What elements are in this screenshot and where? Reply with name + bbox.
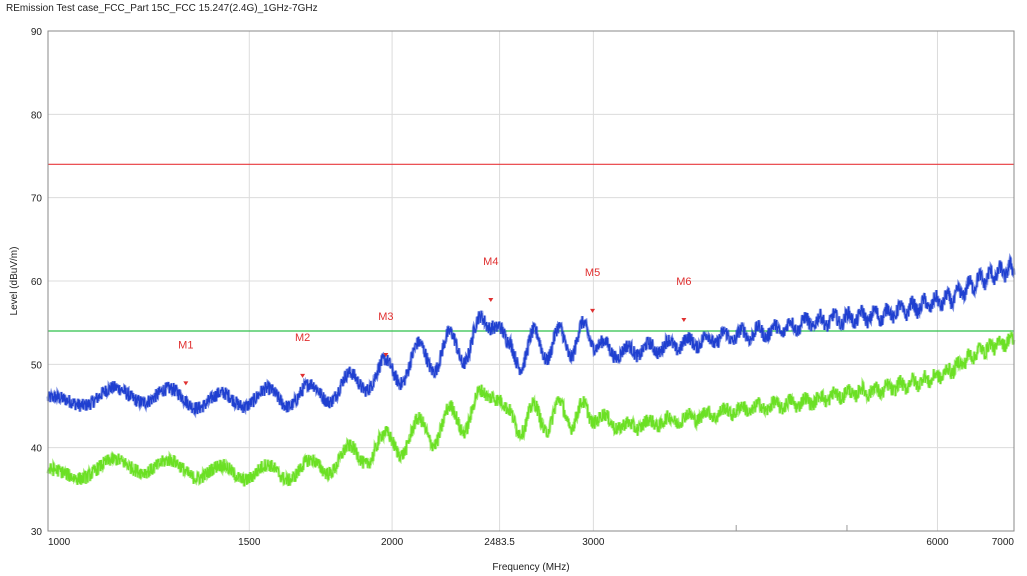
y-tick-label: 50 xyxy=(31,360,43,371)
y-tick-label: 60 xyxy=(31,277,43,288)
x-tick-label: 1000 xyxy=(48,537,71,548)
marker-layer: M1 M2 M3 M4 M5 M6 xyxy=(178,256,692,386)
marker-label: M2 xyxy=(295,332,310,344)
marker-label: M5 xyxy=(585,267,600,279)
y-tick-label: 30 xyxy=(31,527,43,538)
marker-point xyxy=(590,308,596,313)
x-tick-label: 2483.5 xyxy=(484,537,515,548)
y-axis-label: Level (dBuV/m) xyxy=(9,247,20,316)
x-axis-label: Frequency (MHz) xyxy=(492,562,569,573)
y-tick-label: 70 xyxy=(31,194,43,205)
marker-point xyxy=(300,373,306,378)
marker-label: M4 xyxy=(483,256,498,268)
marker-label: M3 xyxy=(378,311,393,323)
plot-frame xyxy=(47,30,1015,532)
series-layer xyxy=(46,252,1016,487)
marker-point xyxy=(681,318,687,322)
x-tick-label: 7000 xyxy=(992,537,1015,548)
series-band xyxy=(46,329,1016,487)
y-tick-label: 40 xyxy=(31,444,43,455)
x-tick-label: 3000 xyxy=(582,537,605,548)
x-tick-label: 6000 xyxy=(926,537,949,548)
marker-label: M6 xyxy=(676,276,691,288)
x-tick-label: 1500 xyxy=(238,537,261,548)
y-tick-label: 80 xyxy=(31,110,43,121)
x-tick-label: 2000 xyxy=(381,537,404,548)
series-band xyxy=(46,252,1016,419)
marker-label: M1 xyxy=(178,339,193,351)
tick-labels: 30 40 50 60 70 80 90 1000 1500 2000 2483.5 3000 6000… xyxy=(31,27,1015,548)
marker-point xyxy=(183,381,189,386)
marker-point xyxy=(488,298,494,302)
y-tick-label: 90 xyxy=(31,27,43,38)
marker-point xyxy=(383,353,389,357)
chart-title: REmission Test case_FCC_Part 15C_FCC 15.… xyxy=(6,3,318,14)
